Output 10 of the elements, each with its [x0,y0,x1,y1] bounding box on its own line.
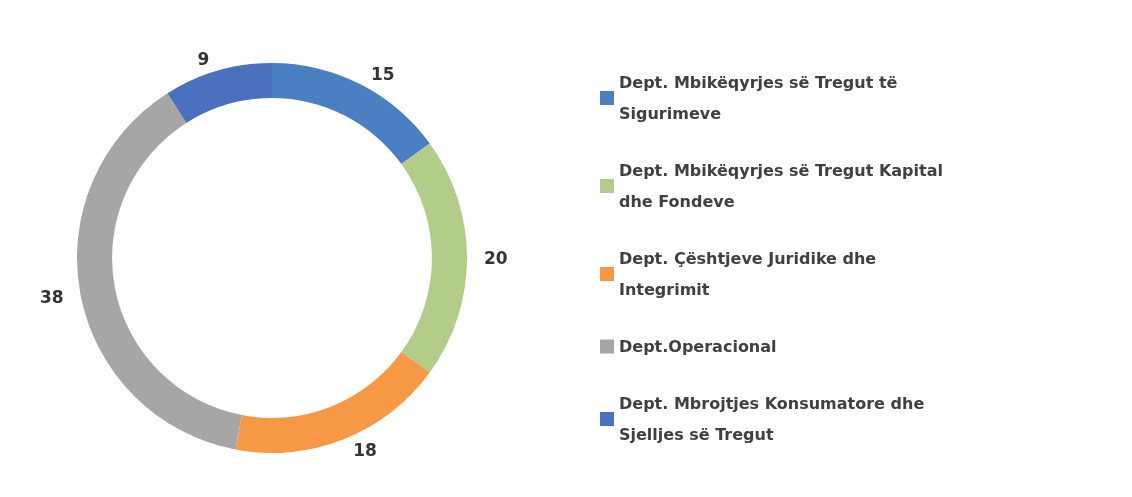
data-label: 15 [370,63,395,84]
data-label: 18 [353,440,377,461]
data-label: 9 [197,49,210,70]
legend-label: Dept. Mbikëqyrjes së Tregut Kapital dhe Fondeve [619,161,949,211]
legend-label: Dept. Mbrojtjes Konsumatore dhe Sjelljes së Tregut [619,394,930,444]
legend-label: Dept.Operacional [619,337,777,356]
data-label: 38 [39,286,64,307]
legend-label: Dept. Mbikëqyrjes së Tregut të Sigurimeve [619,73,903,123]
legend-label: Dept. Çështjeve Juridike dhe Integrimit [619,249,882,299]
data-label: 20 [484,248,508,268]
